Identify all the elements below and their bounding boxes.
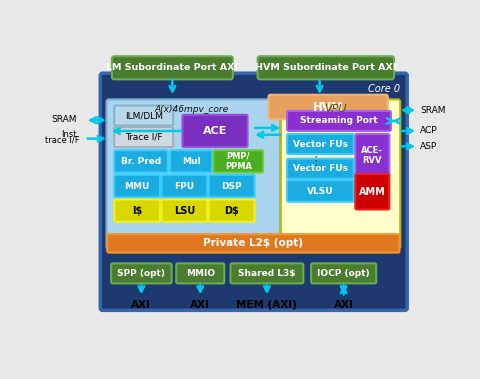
Text: Core 0: Core 0	[368, 85, 400, 94]
Text: IOCP (opt): IOCP (opt)	[317, 269, 370, 278]
Text: Vector FUs: Vector FUs	[293, 164, 348, 173]
Text: LSU: LSU	[174, 206, 195, 216]
Text: AXI: AXI	[132, 300, 151, 310]
Text: Streaming Port: Streaming Port	[300, 116, 378, 125]
FancyBboxPatch shape	[287, 134, 354, 154]
FancyBboxPatch shape	[112, 56, 233, 79]
Text: ACE: ACE	[203, 126, 227, 136]
Text: PMP/
PPMA: PMP/ PPMA	[225, 152, 252, 171]
Text: FPU: FPU	[174, 182, 194, 191]
FancyBboxPatch shape	[214, 150, 263, 172]
Text: ILM/DLM: ILM/DLM	[125, 111, 163, 120]
Text: ACE-
RVV: ACE- RVV	[361, 146, 383, 165]
FancyBboxPatch shape	[114, 127, 173, 147]
Text: Inst.: Inst.	[61, 130, 79, 139]
FancyBboxPatch shape	[287, 159, 354, 179]
Text: D$: D$	[224, 206, 239, 216]
Text: Shared L3$: Shared L3$	[238, 269, 296, 278]
FancyBboxPatch shape	[258, 56, 394, 79]
FancyBboxPatch shape	[209, 199, 254, 222]
FancyBboxPatch shape	[176, 263, 224, 283]
FancyBboxPatch shape	[100, 73, 407, 310]
FancyBboxPatch shape	[355, 134, 389, 177]
Text: HVM: HVM	[313, 100, 344, 114]
FancyBboxPatch shape	[287, 111, 391, 131]
FancyBboxPatch shape	[114, 150, 168, 172]
FancyBboxPatch shape	[111, 263, 172, 283]
Text: Vector FUs: Vector FUs	[293, 139, 348, 149]
FancyBboxPatch shape	[114, 175, 160, 197]
Text: AMM: AMM	[359, 187, 386, 197]
Text: I$: I$	[132, 206, 142, 216]
Text: DSP: DSP	[221, 182, 242, 191]
Text: SRAM: SRAM	[51, 115, 77, 124]
FancyBboxPatch shape	[107, 99, 280, 249]
Text: ASP: ASP	[420, 142, 438, 151]
FancyBboxPatch shape	[311, 263, 376, 283]
FancyBboxPatch shape	[107, 234, 399, 253]
Text: AXI: AXI	[191, 300, 210, 310]
FancyBboxPatch shape	[268, 95, 388, 119]
Text: A(x)46mpv_core: A(x)46mpv_core	[155, 105, 229, 114]
Text: MMIO: MMIO	[186, 269, 215, 278]
Text: AXI: AXI	[334, 300, 354, 310]
Text: Trace I/F: Trace I/F	[125, 133, 162, 142]
Text: VLSU: VLSU	[307, 186, 334, 196]
Text: Br. Pred: Br. Pred	[121, 157, 161, 166]
Text: SRAM: SRAM	[420, 106, 446, 115]
FancyBboxPatch shape	[162, 199, 207, 222]
Text: trace I/F: trace I/F	[45, 136, 79, 145]
FancyBboxPatch shape	[162, 175, 207, 197]
Text: SPP (opt): SPP (opt)	[118, 269, 166, 278]
FancyBboxPatch shape	[209, 175, 254, 197]
FancyBboxPatch shape	[182, 115, 248, 147]
FancyBboxPatch shape	[281, 99, 400, 249]
Text: Mul: Mul	[181, 157, 200, 166]
FancyBboxPatch shape	[230, 263, 303, 283]
FancyBboxPatch shape	[355, 174, 389, 210]
Text: ACP: ACP	[420, 127, 438, 135]
Text: LM Subordinate Port AXI: LM Subordinate Port AXI	[107, 63, 239, 72]
FancyBboxPatch shape	[170, 150, 212, 172]
FancyBboxPatch shape	[114, 199, 160, 222]
Text: MEM (AXI): MEM (AXI)	[237, 300, 298, 310]
Text: Private L2$ (opt): Private L2$ (opt)	[204, 238, 303, 248]
Text: ⋮: ⋮	[310, 155, 322, 168]
Text: VPU: VPU	[324, 103, 347, 114]
Text: MMU: MMU	[124, 182, 150, 191]
FancyBboxPatch shape	[287, 180, 354, 202]
FancyBboxPatch shape	[114, 105, 173, 125]
Text: HVM Subordinate Port AXI: HVM Subordinate Port AXI	[255, 63, 396, 72]
